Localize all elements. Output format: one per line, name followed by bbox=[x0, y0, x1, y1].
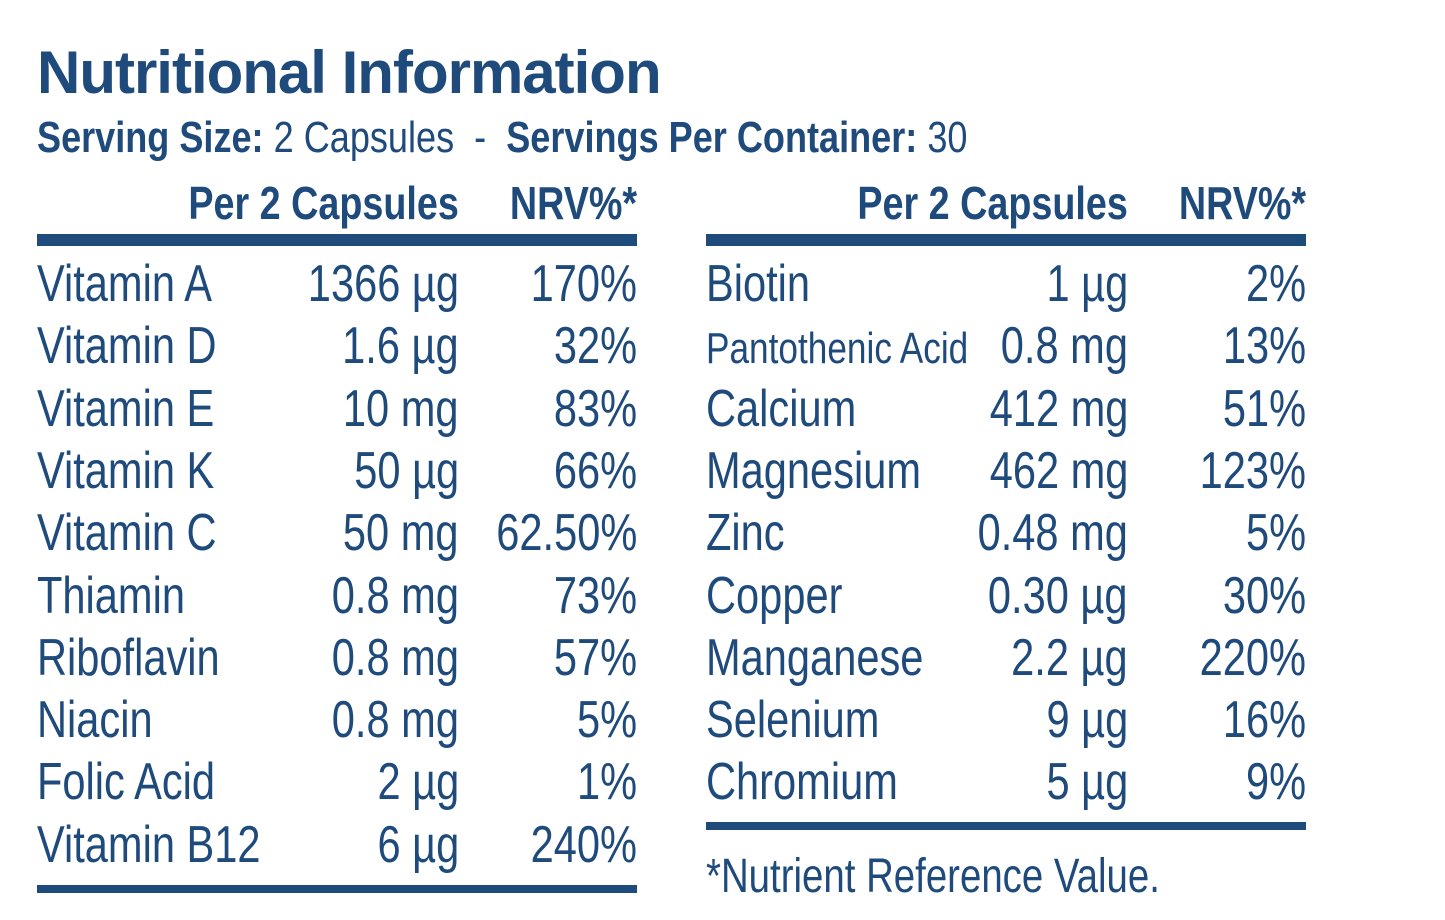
table-row: Vitamin D 1.6 µg 32% bbox=[37, 315, 637, 377]
table-row: Zinc 0.48 mg 5% bbox=[706, 502, 1306, 564]
nutrient-nrv: 240% bbox=[530, 816, 637, 874]
serving-separator: - bbox=[474, 113, 487, 162]
nutrient-nrv: 73% bbox=[553, 567, 637, 625]
nutrient-nrv: 57% bbox=[553, 629, 637, 687]
nutrient-name: Vitamin D bbox=[37, 317, 217, 375]
nutrient-name: Vitamin B12 bbox=[37, 816, 261, 874]
nutrient-name: Manganese bbox=[706, 629, 924, 687]
table-row: Selenium 9 µg 16% bbox=[706, 689, 1306, 751]
table-row: Vitamin C 50 mg 62.50% bbox=[37, 502, 637, 564]
nutrient-amount: 1366 µg bbox=[307, 255, 459, 313]
nutrient-amount: 0.30 µg bbox=[988, 567, 1128, 625]
nutrient-name: Niacin bbox=[37, 691, 153, 749]
nutrient-nrv: 30% bbox=[1222, 567, 1306, 625]
table-row: Manganese 2.2 µg 220% bbox=[706, 627, 1306, 689]
nutrient-name: Thiamin bbox=[37, 567, 185, 625]
nutrient-nrv: 5% bbox=[576, 691, 637, 749]
nutrient-nrv: 51% bbox=[1222, 380, 1306, 438]
footer-divider bbox=[706, 822, 1306, 830]
nutrient-name: Zinc bbox=[706, 504, 785, 562]
nutrient-name: Folic Acid bbox=[37, 753, 216, 811]
table-row: Niacin 0.8 mg 5% bbox=[37, 689, 637, 751]
nutrient-nrv: 13% bbox=[1222, 317, 1306, 375]
nutrient-nrv: 83% bbox=[553, 380, 637, 438]
nutrient-nrv: 5% bbox=[1245, 504, 1306, 562]
nutrient-nrv: 16% bbox=[1222, 691, 1306, 749]
nutrient-nrv: 170% bbox=[530, 255, 637, 313]
nutrient-amount: 1 µg bbox=[1046, 255, 1128, 313]
nutrient-nrv: 32% bbox=[553, 317, 637, 375]
table-row: Vitamin A 1366 µg 170% bbox=[37, 253, 637, 315]
nutrient-amount: 412 mg bbox=[989, 380, 1128, 438]
nutrient-amount: 10 mg bbox=[343, 380, 459, 438]
nutrient-nrv: 1% bbox=[576, 753, 637, 811]
nutrient-name: Magnesium bbox=[706, 442, 922, 500]
nutrient-amount: 0.8 mg bbox=[1000, 317, 1128, 375]
nutrient-amount: 0.8 mg bbox=[331, 691, 459, 749]
table-row: Biotin 1 µg 2% bbox=[706, 253, 1306, 315]
serving-size-label: Serving Size: bbox=[37, 113, 264, 162]
table-row: Pantothenic Acid 0.8 mg 13% bbox=[706, 315, 1306, 377]
table-row: Calcium 412 mg 51% bbox=[706, 378, 1306, 440]
nutrient-nrv: 66% bbox=[553, 442, 637, 500]
table-row: Vitamin B12 6 µg 240% bbox=[37, 814, 637, 876]
header-divider bbox=[37, 234, 637, 246]
servings-per-container-label: Servings Per Container: bbox=[506, 113, 918, 162]
footnote: *Nutrient Reference Value. bbox=[706, 850, 1160, 903]
nutrient-name: Copper bbox=[706, 567, 843, 625]
nutrient-amount: 0.8 mg bbox=[331, 629, 459, 687]
footer-divider bbox=[37, 885, 637, 893]
nutrient-nrv: 9% bbox=[1245, 753, 1306, 811]
nutrient-name: Vitamin E bbox=[37, 380, 215, 438]
table-row: Copper 0.30 µg 30% bbox=[706, 565, 1306, 627]
nutrient-name: Vitamin C bbox=[37, 504, 217, 562]
nutrient-name: Biotin bbox=[706, 255, 811, 313]
nutrient-amount: 2 µg bbox=[377, 753, 459, 811]
nutrient-nrv: 62.50% bbox=[495, 504, 637, 562]
nutrient-amount: 9 µg bbox=[1046, 691, 1128, 749]
nutrient-name: Calcium bbox=[706, 380, 857, 438]
nutrient-amount: 0.8 mg bbox=[331, 567, 459, 625]
table-row: Folic Acid 2 µg 1% bbox=[37, 751, 637, 813]
table-row: Vitamin K 50 µg 66% bbox=[37, 440, 637, 502]
table-row: Vitamin E 10 mg 83% bbox=[37, 378, 637, 440]
nutrient-name: Riboflavin bbox=[37, 629, 220, 687]
page-title: Nutritional Information bbox=[37, 39, 662, 106]
table-row: Riboflavin 0.8 mg 57% bbox=[37, 627, 637, 689]
column-header-amount: Per 2 Capsules bbox=[188, 177, 459, 229]
nutrient-amount: 2.2 µg bbox=[1011, 629, 1129, 687]
column-header-nrv: NRV%* bbox=[509, 177, 637, 229]
column-header-amount: Per 2 Capsules bbox=[857, 177, 1128, 229]
nutrient-name: Vitamin K bbox=[37, 442, 215, 500]
header-divider bbox=[706, 234, 1306, 246]
nutrient-name: Pantothenic Acid bbox=[706, 324, 969, 373]
servings-per-container-value: 30 bbox=[927, 113, 968, 162]
table-row: Magnesium 462 mg 123% bbox=[706, 440, 1306, 502]
nutrient-nrv: 2% bbox=[1245, 255, 1306, 313]
nutrient-name: Vitamin A bbox=[37, 255, 212, 313]
serving-size-value: 2 Capsules bbox=[273, 113, 455, 162]
nutrient-name: Selenium bbox=[706, 691, 880, 749]
nutrient-amount: 1.6 µg bbox=[342, 317, 460, 375]
nutrient-name: Chromium bbox=[706, 753, 898, 811]
nutrient-nrv: 220% bbox=[1199, 629, 1306, 687]
table-row: Thiamin 0.8 mg 73% bbox=[37, 565, 637, 627]
nutrient-amount: 5 µg bbox=[1046, 753, 1128, 811]
serving-info: Serving Size: 2 Capsules - Servings Per … bbox=[37, 112, 967, 164]
nutrient-amount: 6 µg bbox=[377, 816, 459, 874]
column-header-nrv: NRV%* bbox=[1178, 177, 1306, 229]
nutrient-amount: 0.48 mg bbox=[977, 504, 1128, 562]
nutrient-amount: 462 mg bbox=[989, 442, 1128, 500]
table-row: Chromium 5 µg 9% bbox=[706, 751, 1306, 813]
nutrient-amount: 50 µg bbox=[354, 442, 459, 500]
nutrient-nrv: 123% bbox=[1199, 442, 1306, 500]
nutrient-amount: 50 mg bbox=[343, 504, 459, 562]
